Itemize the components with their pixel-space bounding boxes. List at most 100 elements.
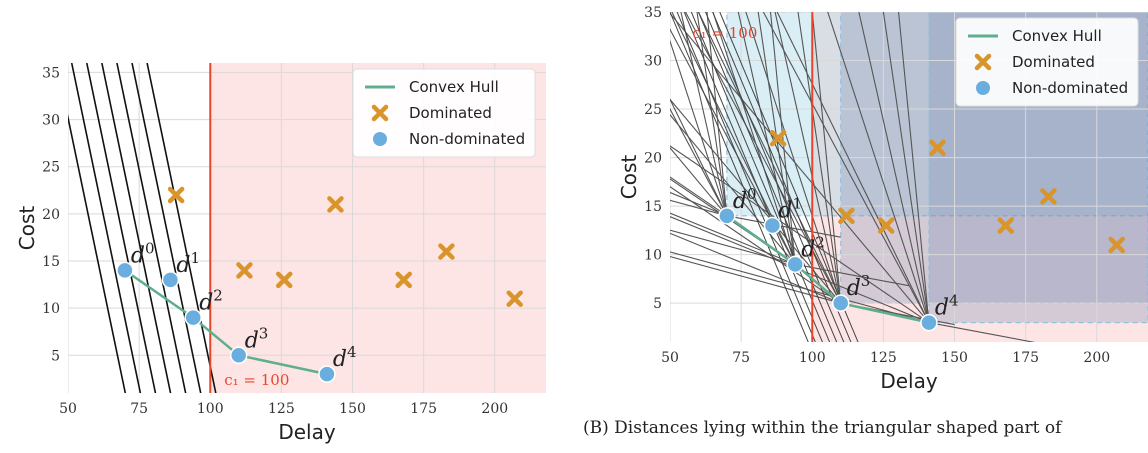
dominated-point [877, 217, 895, 234]
dominated-point [236, 262, 253, 279]
legend-label: Non-dominated [1012, 79, 1128, 97]
point-label: d1 [176, 249, 200, 278]
dominated-point [438, 243, 455, 260]
y-tick-label: 35 [644, 5, 662, 21]
triangle-line [670, 216, 930, 324]
triangle-line [670, 12, 930, 323]
x-tick-label: 150 [339, 401, 366, 417]
dominated-point [838, 207, 855, 225]
point-label-sup: 3 [259, 324, 269, 342]
legend-label: Dominated [1012, 53, 1095, 71]
level-line [70, 63, 142, 393]
legend-label: Convex Hull [409, 78, 499, 96]
point-label-sup: 3 [861, 272, 871, 290]
triangle-line [684, 12, 842, 304]
non-dominated-point [920, 313, 938, 332]
triangle-line [670, 98, 842, 304]
x-tick-label: 50 [59, 401, 77, 417]
constraint-label: c₁ = 100 [692, 24, 757, 42]
dominated-point [997, 217, 1014, 234]
y-tick-label: 35 [42, 65, 60, 81]
y-tick-label: 30 [42, 113, 60, 129]
point-label-sup: 1 [191, 249, 201, 267]
legend-label: Convex Hull [1012, 27, 1102, 45]
x-tick-label: 100 [197, 401, 224, 417]
legend-dominated-swatch [371, 104, 389, 122]
y-tick-label: 30 [644, 54, 662, 70]
point-label-sup: 4 [347, 343, 357, 361]
non-dominated-point [184, 308, 202, 327]
x-tick-label: 75 [130, 401, 148, 417]
triangle-line [696, 12, 728, 216]
triangle-line [726, 215, 841, 238]
x-tick-label: 200 [481, 401, 508, 417]
triangle-line [697, 12, 842, 304]
non-dominated-point [718, 207, 736, 225]
triangle-line [670, 107, 728, 217]
point-label: d0 [131, 239, 155, 268]
y-axis-label: Cost [617, 155, 641, 200]
level-line [85, 63, 157, 393]
x-tick-label: 200 [1083, 350, 1110, 366]
dominated-point [275, 271, 293, 289]
triangle-line [928, 322, 1036, 342]
triangle-line [683, 12, 823, 342]
triangle-line [670, 39, 728, 216]
triangle-line [670, 256, 841, 304]
dominated-point [327, 196, 344, 213]
caption-b: (B) Distances lying within the triangula… [583, 418, 1062, 438]
triangle-line [670, 199, 728, 217]
non-dominated-point [116, 261, 134, 280]
y-tick-label: 25 [644, 102, 662, 118]
level-line [101, 63, 172, 393]
convex-hull-line [124, 269, 328, 376]
triangle-line [680, 12, 728, 216]
dominated-point [1108, 236, 1125, 254]
legend-nondominated-swatch [373, 132, 387, 146]
y-axis-label: Cost [15, 206, 39, 251]
point-label-sup: 2 [815, 233, 825, 251]
legend-box [955, 17, 1139, 107]
triangle-line [671, 12, 796, 265]
x-tick-label: 75 [732, 350, 750, 366]
triangle-line [757, 12, 796, 265]
constraint-label: c₁ = 100 [224, 371, 289, 389]
triangle-line [706, 12, 728, 216]
x-tick-label: 125 [870, 350, 897, 366]
triangle-line [670, 212, 796, 265]
triangle-line [795, 263, 910, 287]
triangle-line [670, 147, 728, 217]
dominated-point [167, 186, 185, 204]
triangle-line [858, 12, 930, 323]
level-line [146, 63, 217, 393]
triangle-line [670, 251, 930, 324]
non-dominated-point [318, 365, 336, 383]
y-tick-label: 5 [653, 296, 662, 312]
triangle-line [797, 12, 842, 304]
y-tick-label: 10 [42, 301, 60, 317]
non-dominated-point [161, 271, 180, 289]
legend-box [352, 68, 536, 158]
dominated-point [395, 271, 412, 289]
triangle-line [827, 12, 930, 323]
x-tick-label: 150 [941, 350, 968, 366]
triangle-line [670, 12, 809, 342]
y-tick-label: 15 [42, 254, 60, 270]
point-label-sup: 4 [949, 292, 959, 310]
y-tick-label: 15 [644, 199, 662, 215]
triangle-line [774, 12, 842, 304]
x-axis-label: Delay [880, 369, 938, 393]
legend-label: Non-dominated [409, 130, 525, 148]
level-line [131, 63, 202, 393]
triangle-line [776, 12, 930, 323]
legend-nondominated-swatch [976, 81, 990, 95]
triangle-line [745, 12, 842, 304]
y-tick-label: 25 [42, 160, 60, 176]
dominated-point [1040, 188, 1057, 205]
legend-label: Dominated [409, 104, 492, 122]
triangle-line [676, 12, 816, 342]
point-label-sup: 2 [213, 287, 223, 305]
